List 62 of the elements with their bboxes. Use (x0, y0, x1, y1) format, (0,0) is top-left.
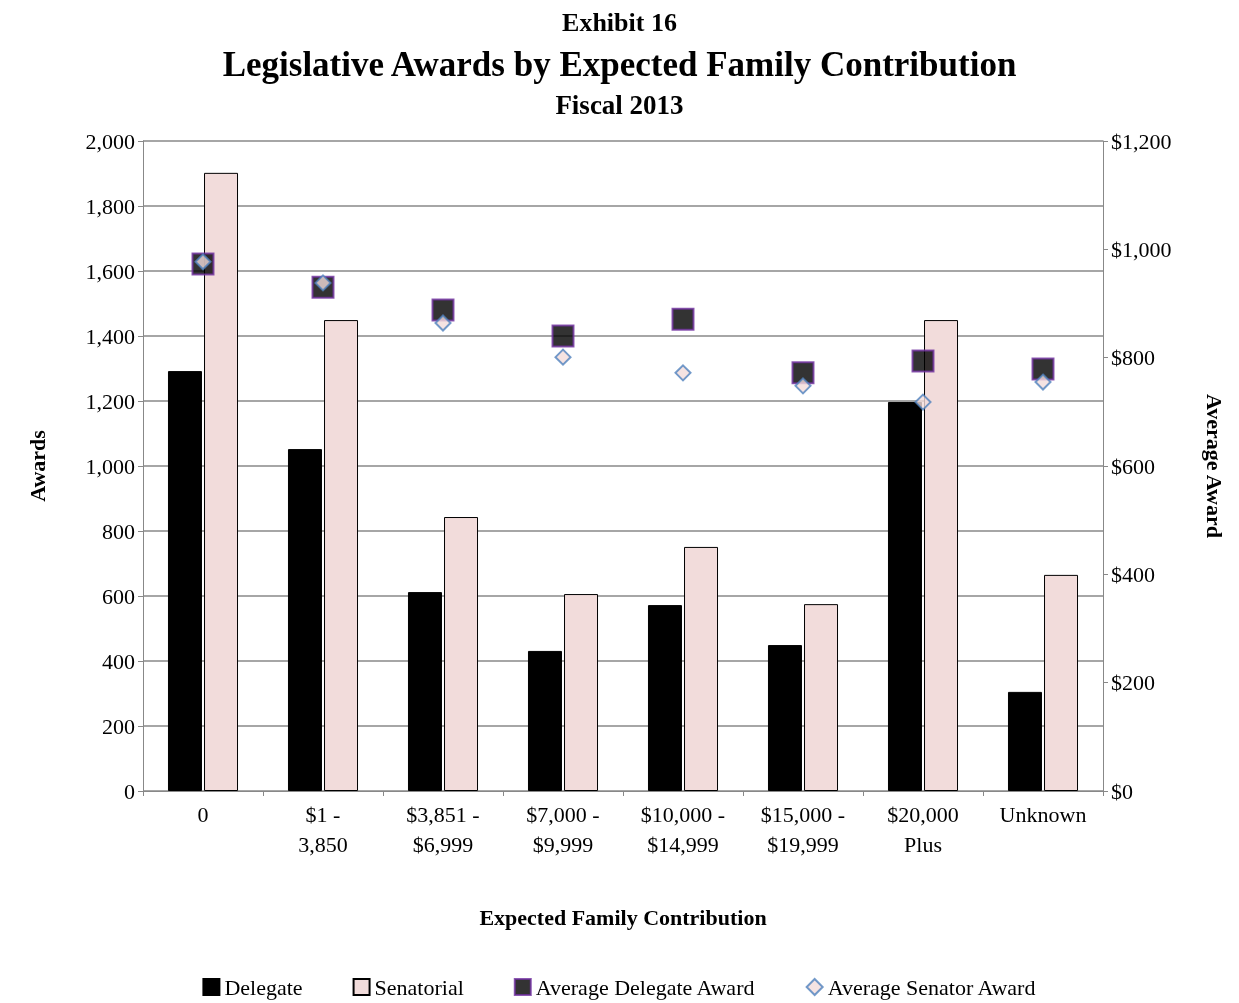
y-tick-label: 200 (102, 713, 135, 739)
bar (1044, 574, 1079, 791)
bar (167, 371, 202, 791)
text: Exhibit 16 (562, 7, 677, 37)
y-tick-label: 1,600 (85, 258, 135, 284)
bar (647, 605, 682, 791)
x-tick-label: $7,000 - $9,999 (526, 801, 600, 857)
y2-tick-label: $200 (1111, 670, 1155, 696)
point (791, 361, 815, 385)
y-tick-label: 1,200 (85, 388, 135, 414)
y2-axis-title: Average Award (1201, 394, 1227, 538)
bar (564, 594, 599, 791)
bar (407, 592, 442, 791)
y-tick-label: 800 (102, 518, 135, 544)
bar (527, 650, 562, 791)
legend-label: Delegate (224, 974, 303, 1000)
y-tick-label: 600 (102, 583, 135, 609)
point (911, 349, 935, 373)
legend-label: Average Delegate Award (535, 974, 755, 1000)
y2-tick-label: $0 (1111, 778, 1133, 804)
y-tick-label: 1,800 (85, 193, 135, 219)
legend-label: Senatorial (374, 974, 464, 1000)
point (551, 324, 575, 348)
y-tick-label: 1,000 (85, 453, 135, 479)
y-tick-label: 1,400 (85, 323, 135, 349)
x-axis-title: Expected Family Contribution (479, 904, 767, 930)
bar (287, 449, 322, 791)
y2-tick-label: $800 (1111, 345, 1155, 371)
bar (804, 604, 839, 791)
bar (324, 320, 359, 791)
point (431, 298, 455, 322)
x-tick-label: $20,000 Plus (887, 801, 959, 857)
point (554, 348, 572, 366)
y-axis-title: Awards (24, 429, 50, 502)
point (914, 393, 932, 411)
bar (444, 517, 479, 791)
x-tick-label: $15,000 - $19,999 (760, 801, 846, 857)
point (794, 377, 812, 395)
y-tick-label: 0 (124, 778, 135, 804)
chart-subtitle: Fiscal 2013 (555, 89, 684, 120)
y-tick-label: 2,000 (85, 128, 135, 154)
bar (887, 401, 922, 791)
y-tick-label: 400 (102, 648, 135, 674)
point (1034, 373, 1052, 391)
x-tick-label: 0 (197, 801, 209, 827)
legend-label: Average Senator Award (827, 974, 1036, 1000)
point (674, 364, 692, 382)
chart-title: Legislative Awards by Expected Family Contribution (222, 45, 1017, 84)
y2-tick-label: $1,200 (1111, 128, 1172, 154)
bar (1007, 691, 1042, 791)
y2-tick-label: $1,000 (1111, 236, 1172, 262)
point (434, 314, 452, 332)
bar (684, 546, 719, 791)
x-tick-label: $3,851 - $6,999 (406, 801, 480, 857)
y2-tick-label: $600 (1111, 453, 1155, 479)
x-tick-label: Unknown (999, 801, 1087, 827)
x-tick-label: $10,000 - $14,999 (640, 801, 726, 857)
x-tick-label: $1 - 3,850 (298, 801, 348, 857)
bar (767, 645, 802, 791)
point (671, 307, 695, 331)
point (1031, 357, 1055, 381)
y2-tick-label: $400 (1111, 561, 1155, 587)
